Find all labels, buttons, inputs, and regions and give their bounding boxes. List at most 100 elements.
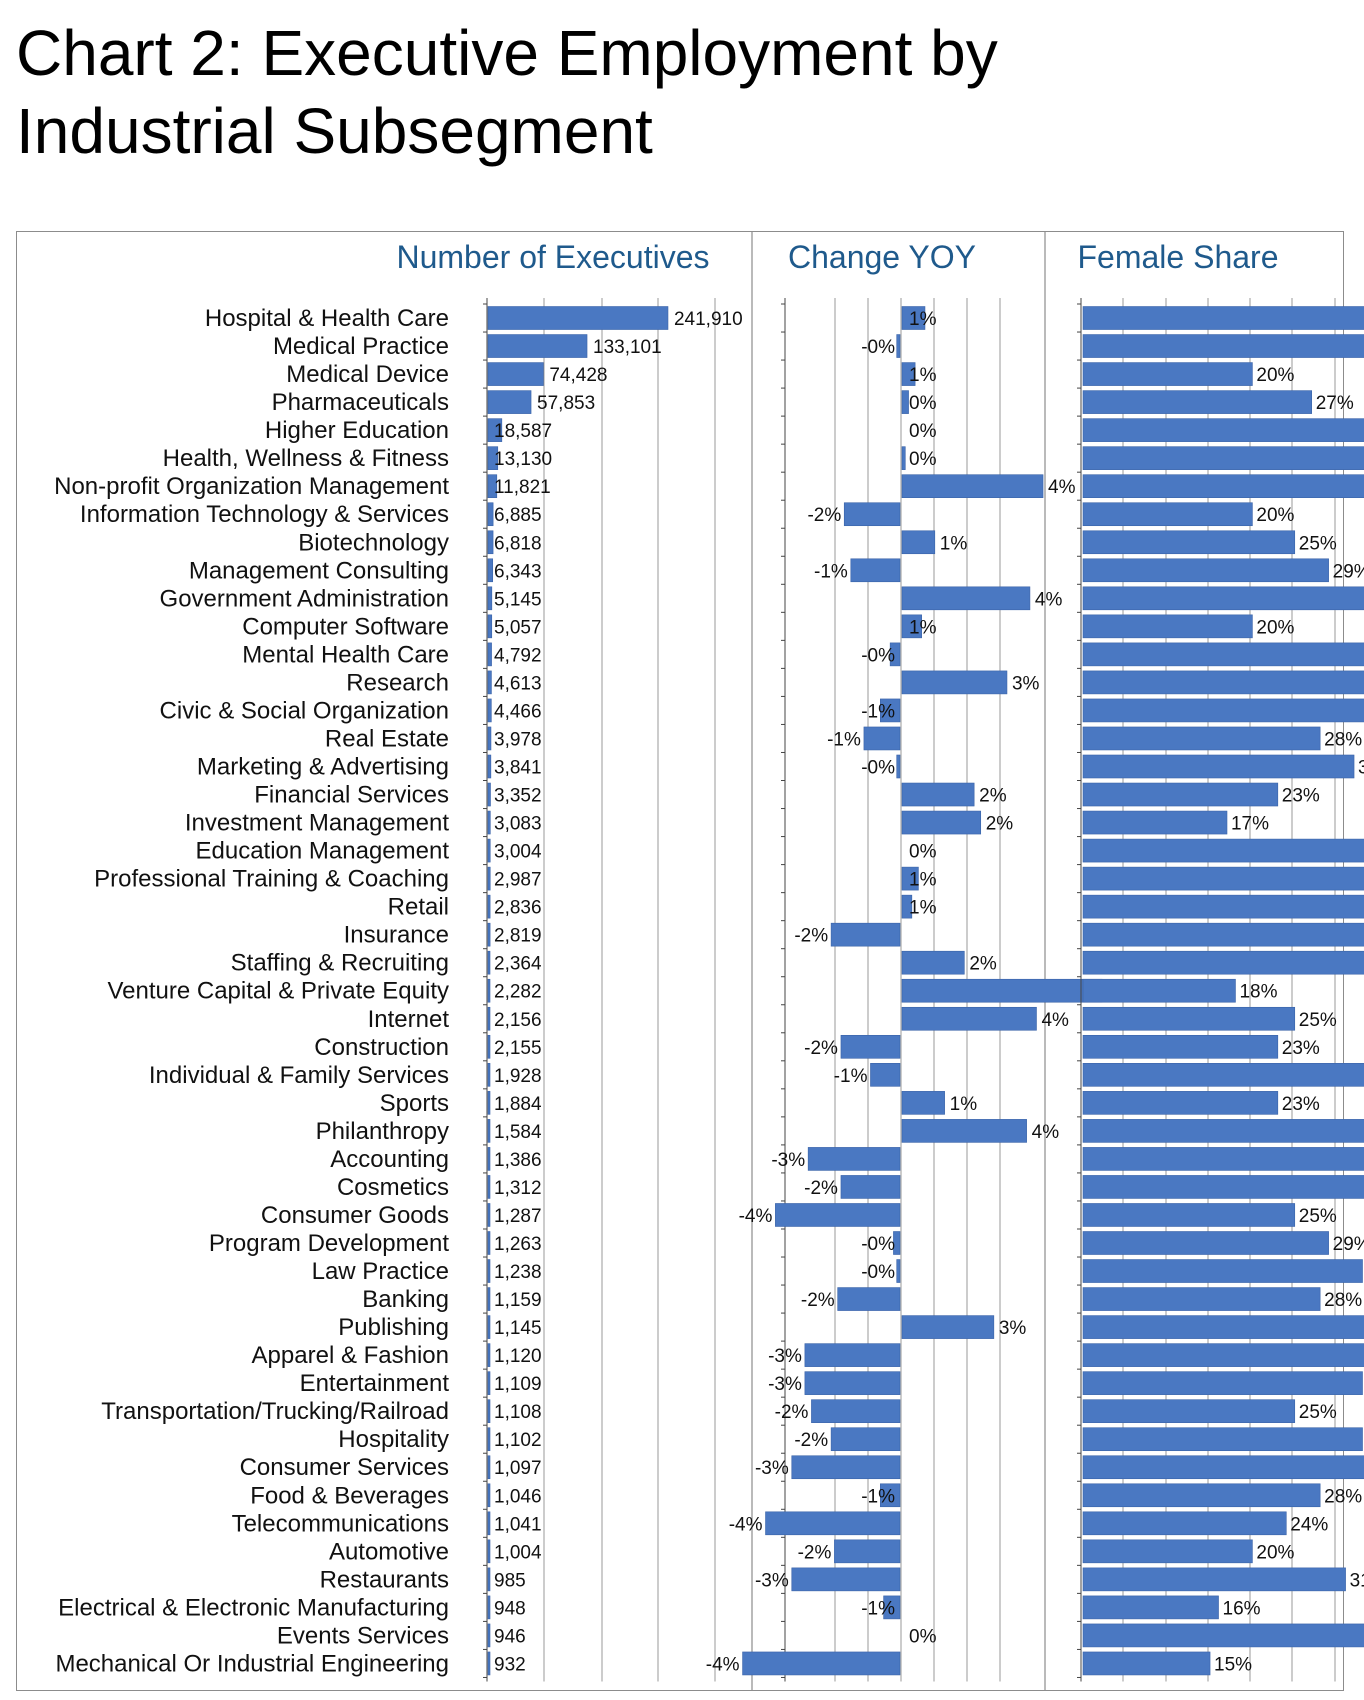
category-label: Insurance bbox=[344, 922, 449, 949]
bar-executives bbox=[487, 1371, 491, 1395]
value-label-executives: 4,613 bbox=[494, 673, 542, 694]
value-label-female: 20% bbox=[1256, 617, 1294, 638]
value-label-executives: 1,584 bbox=[494, 1122, 542, 1143]
value-label-executives: 2,156 bbox=[494, 1010, 542, 1031]
value-label-executives: 74,428 bbox=[549, 365, 607, 386]
bar-change bbox=[837, 1287, 901, 1311]
value-label-change: -1% bbox=[861, 1486, 895, 1507]
category-label: Investment Management bbox=[185, 810, 449, 837]
bar-female bbox=[1082, 446, 1364, 470]
value-label-executives: 133,101 bbox=[593, 337, 662, 358]
value-label-change: 1% bbox=[950, 1094, 978, 1115]
bar-executives bbox=[487, 390, 532, 414]
value-label-change: 1% bbox=[909, 617, 937, 638]
value-label-female: 20% bbox=[1256, 1542, 1294, 1563]
bar-change bbox=[896, 754, 901, 779]
value-label-executives: 6,343 bbox=[494, 561, 542, 582]
value-label-executives: 1,238 bbox=[494, 1262, 542, 1283]
value-label-executives: 1,386 bbox=[494, 1150, 542, 1171]
panel-title-1: Change YOY bbox=[788, 239, 976, 275]
bar-female bbox=[1082, 1006, 1296, 1031]
bar-female bbox=[1082, 1287, 1321, 1311]
value-label-executives: 1,884 bbox=[494, 1094, 542, 1115]
bar-executives bbox=[487, 1455, 491, 1480]
bar-change bbox=[901, 474, 1044, 498]
value-label-change: 1% bbox=[909, 309, 937, 330]
bar-change bbox=[870, 1063, 901, 1087]
value-label-executives: 1,102 bbox=[494, 1430, 542, 1451]
bar-female bbox=[1082, 670, 1364, 695]
bar-female bbox=[1082, 390, 1312, 414]
value-label-change: -0% bbox=[861, 337, 895, 358]
bar-change bbox=[804, 1371, 901, 1395]
bar-change bbox=[901, 530, 936, 555]
bar-change bbox=[901, 1119, 1027, 1143]
category-label: Cosmetics bbox=[337, 1174, 449, 1201]
value-label-change: -2% bbox=[807, 505, 841, 526]
category-label: Publishing bbox=[338, 1314, 449, 1341]
value-label-executives: 57,853 bbox=[537, 393, 595, 414]
category-label: Apparel & Fashion bbox=[252, 1342, 449, 1369]
bar-executives bbox=[487, 614, 493, 639]
value-label-change: 1% bbox=[909, 365, 937, 386]
bar-change bbox=[901, 362, 916, 386]
bar-executives bbox=[487, 586, 493, 611]
bar-change bbox=[883, 1595, 901, 1620]
value-label-change: -3% bbox=[755, 1458, 789, 1479]
bar-change bbox=[901, 1091, 945, 1115]
value-label-female: 29% bbox=[1333, 561, 1364, 582]
bar-female bbox=[1082, 1567, 1346, 1592]
bar-female bbox=[1082, 782, 1279, 807]
category-label: Electrical & Electronic Manufacturing bbox=[58, 1594, 449, 1621]
bar-change bbox=[901, 1315, 995, 1339]
bar-female bbox=[1082, 530, 1296, 555]
category-label: Medical Device bbox=[286, 361, 449, 388]
value-label-change: -0% bbox=[861, 1262, 895, 1283]
bar-change bbox=[896, 1259, 901, 1283]
category-label: Marketing & Advertising bbox=[197, 753, 449, 780]
bar-female bbox=[1082, 810, 1228, 835]
bar-change bbox=[901, 1006, 1037, 1031]
bar-executives bbox=[487, 530, 494, 555]
value-label-change: 4% bbox=[1032, 1122, 1060, 1143]
chart-title: Chart 2: Executive Employment by Industr… bbox=[16, 14, 1316, 170]
value-label-female: 25% bbox=[1299, 1206, 1337, 1227]
value-label-change: -1% bbox=[834, 1066, 868, 1087]
bar-executives bbox=[487, 502, 494, 527]
bar-executives bbox=[487, 1287, 491, 1311]
value-label-change: -3% bbox=[768, 1346, 802, 1367]
value-label-female: 28% bbox=[1324, 729, 1362, 750]
bar-change bbox=[742, 1651, 901, 1676]
bar-female bbox=[1082, 1651, 1211, 1676]
value-label-executives: 946 bbox=[494, 1626, 526, 1647]
bar-executives bbox=[487, 1343, 491, 1367]
value-label-change: -2% bbox=[801, 1290, 835, 1311]
bar-female bbox=[1082, 1175, 1364, 1199]
category-label: Biotechnology bbox=[298, 529, 449, 556]
category-label: Health, Wellness & Fitness bbox=[163, 445, 449, 472]
bar-female bbox=[1082, 474, 1364, 498]
value-label-female: 23% bbox=[1282, 786, 1320, 807]
bar-change bbox=[901, 810, 982, 835]
bar-executives bbox=[487, 1651, 491, 1676]
bar-female bbox=[1082, 306, 1364, 330]
bar-female bbox=[1082, 558, 1329, 583]
bar-executives bbox=[487, 978, 491, 1003]
bar-executives bbox=[487, 558, 494, 583]
value-label-change: 0% bbox=[909, 449, 937, 470]
value-label-executives: 1,046 bbox=[494, 1486, 542, 1507]
bar-female bbox=[1082, 1623, 1364, 1648]
bar-female bbox=[1082, 1455, 1364, 1480]
value-label-change: 2% bbox=[969, 954, 997, 975]
value-label-executives: 6,818 bbox=[494, 533, 542, 554]
bar-change bbox=[834, 1539, 901, 1564]
bar-female bbox=[1082, 1231, 1329, 1255]
category-label: Professional Training & Coaching bbox=[94, 866, 449, 893]
bar-executives bbox=[487, 1427, 491, 1452]
value-label-executives: 5,145 bbox=[494, 589, 542, 610]
value-label-change: -1% bbox=[861, 1598, 895, 1619]
value-label-female: 25% bbox=[1299, 1402, 1337, 1423]
category-label: Philanthropy bbox=[316, 1118, 449, 1145]
bar-executives bbox=[487, 670, 492, 695]
value-label-executives: 1,097 bbox=[494, 1458, 542, 1479]
